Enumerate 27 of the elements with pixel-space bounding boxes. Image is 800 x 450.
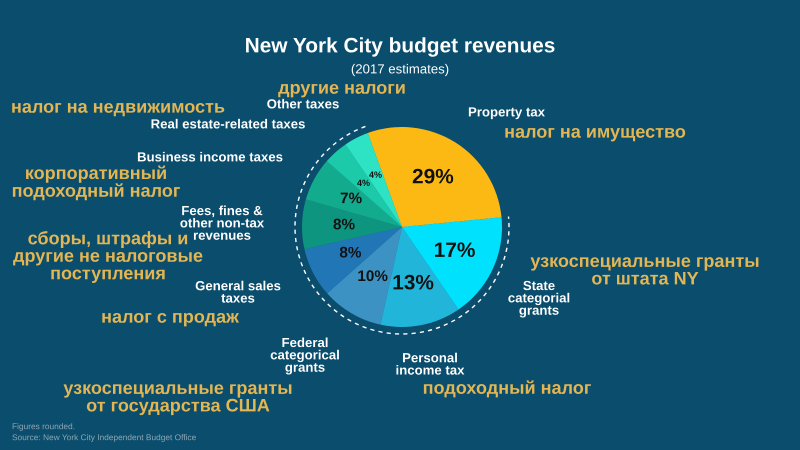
text: Figures rounded.: [12, 423, 74, 431]
data-label: 29%: [412, 168, 454, 184]
slice-label: Personal income tax: [396, 352, 464, 375]
text: налог на имущество: [505, 128, 686, 142]
text: налог с продаж: [102, 312, 240, 326]
slice-label: Business income taxes: [138, 152, 282, 162]
data-label: 4%: [357, 180, 370, 186]
text: корпоративный подоходный налог: [12, 166, 180, 200]
data-label: 10%: [358, 270, 388, 282]
data-label: 4%: [369, 171, 382, 178]
text: узкоспециальные гранты от государства США: [64, 384, 292, 416]
data-label: 17%: [435, 242, 475, 258]
text: налог на недвижимость: [12, 102, 224, 116]
chart-subtitle: (2017 estimates): [352, 64, 448, 76]
data-label: 13%: [394, 274, 434, 290]
slice-label: Other taxes: [267, 98, 339, 109]
data-label: 8%: [340, 246, 362, 258]
slice-label: General sales taxes: [196, 280, 280, 303]
data-label: 7%: [340, 192, 362, 204]
slice-label: Real estate-related taxes: [152, 118, 305, 129]
slice-label: Federal categorical grants: [270, 337, 339, 375]
text: другие налоги: [278, 84, 405, 98]
source-note: Source: New York City Independent Budget Office: [12, 434, 196, 442]
slice-label: Property tax: [468, 107, 545, 120]
chart-title: New York City budget revenues: [246, 37, 554, 57]
text: подоходный налог: [424, 380, 591, 398]
data-label: 8%: [333, 218, 355, 230]
